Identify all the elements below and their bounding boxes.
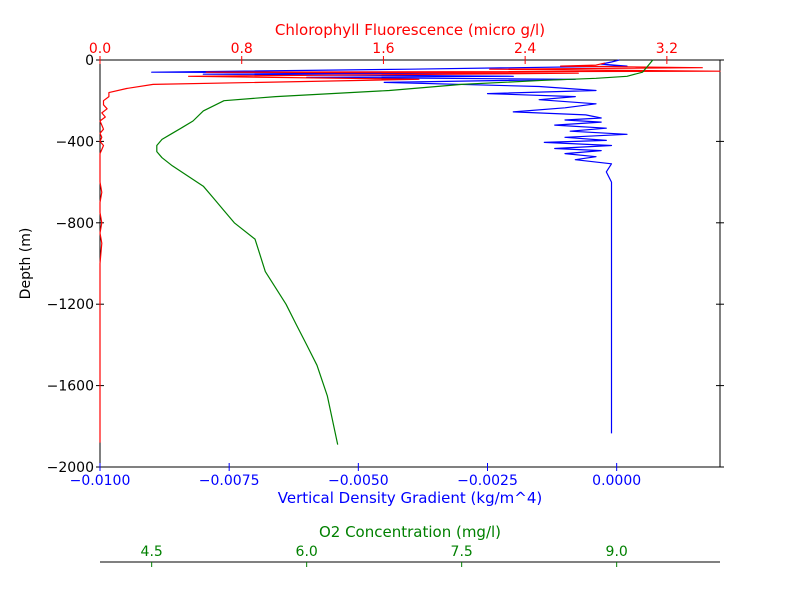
density-tick-label: −0.0075 [199, 473, 260, 489]
o2-tick-label: 7.5 [451, 544, 473, 560]
chlorophyll-tick-label: 3.2 [656, 41, 678, 57]
density-tick-label: −0.0050 [328, 473, 389, 489]
y-tick-label: −1200 [47, 297, 94, 313]
chlorophyll-tick-label: 2.4 [514, 41, 536, 57]
y-tick-label: −800 [56, 216, 94, 232]
o2-concentration-line [156, 59, 654, 445]
chlorophyll-tick-label: 1.6 [372, 41, 394, 57]
chlorophyll-axis-label: Chlorophyll Fluorescence (micro g/l) [275, 21, 545, 39]
chlorophyll-tick-label: 0.8 [231, 41, 253, 57]
density-axis-label: Vertical Density Gradient (kg/m^4) [278, 489, 542, 507]
density-tick-label: 0.0000 [592, 473, 641, 489]
chlorophyll-tick-label: 0.0 [89, 41, 111, 57]
y-tick-label: −1600 [47, 379, 94, 395]
density-tick-label: −0.0100 [70, 473, 131, 489]
y-tick-label: 0 [85, 53, 94, 69]
y-tick-label: −400 [56, 134, 94, 150]
plot-layer: 0 −400 −800 −1200 −1600 −2000 Depth (m) −0.0100… [18, 21, 724, 567]
o2-tick-label: 6.0 [296, 544, 318, 560]
chlorophyll-line [99, 62, 721, 443]
o2-axis-label: O2 Concentration (mg/l) [319, 523, 501, 541]
density-tick-label: −0.0025 [457, 473, 518, 489]
o2-tick-label: 4.5 [141, 544, 163, 560]
y-tick-label: −2000 [47, 460, 94, 476]
y-axis-label: Depth (m) [18, 228, 34, 300]
o2-tick-label: 9.0 [606, 544, 628, 560]
